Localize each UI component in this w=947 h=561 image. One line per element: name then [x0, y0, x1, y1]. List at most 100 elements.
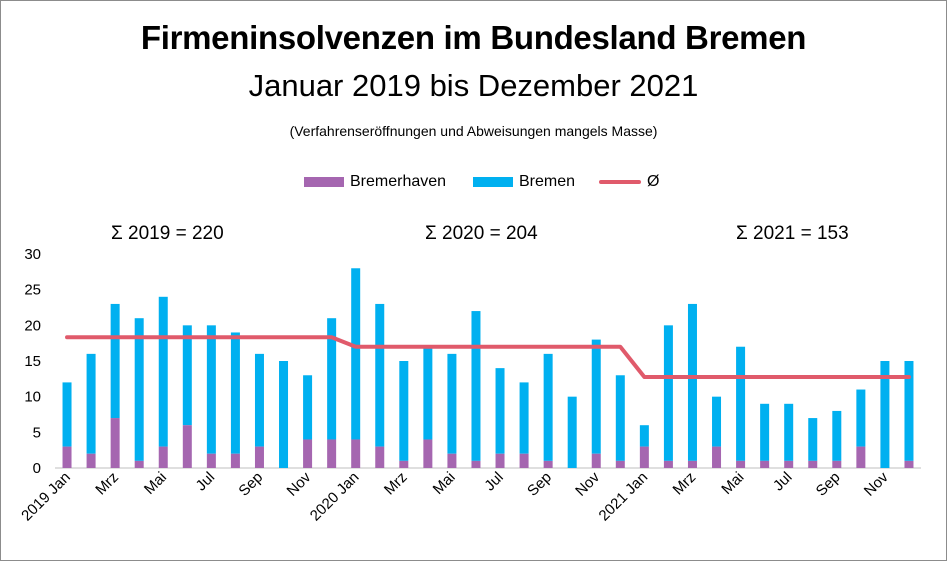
x-tick-label: Jul	[770, 469, 796, 495]
bar-bremerhaven	[351, 439, 361, 468]
bar-bremerhaven	[543, 460, 553, 468]
x-tick-label: Nov	[572, 468, 603, 499]
bar-bremen	[904, 361, 914, 461]
bar-bremen	[230, 332, 240, 454]
bar-bremen	[303, 375, 313, 440]
y-tick-label: 25	[24, 282, 41, 299]
annotation-sum-2019: Σ 2019 = 220	[111, 223, 224, 244]
legend-item-bremen: Bremen	[473, 171, 575, 193]
x-tick-label: 2021 Jan	[596, 469, 652, 525]
bar-bremerhaven	[86, 453, 96, 468]
bar-bremerhaven	[591, 453, 601, 468]
bar-bremerhaven	[230, 453, 240, 468]
y-tick-label: 0	[33, 460, 41, 477]
bar-bremerhaven	[904, 460, 914, 468]
bar-bremen	[375, 303, 385, 447]
legend-swatch-bremen	[473, 177, 513, 187]
bar-bremerhaven	[615, 460, 625, 468]
bar-bremen	[808, 418, 818, 461]
bar-bremen	[327, 318, 337, 440]
legend-swatch-bremerhaven	[304, 177, 344, 187]
bar-bremerhaven	[519, 453, 529, 468]
bar-bremen	[856, 389, 866, 447]
x-tick-label: Nov	[861, 468, 892, 499]
bar-bremen	[543, 353, 553, 461]
bar-bremen	[254, 353, 264, 447]
bar-bremen	[447, 353, 457, 454]
bar-bremerhaven	[471, 460, 481, 468]
bar-bremen	[110, 303, 120, 419]
legend-swatch-average	[599, 180, 641, 184]
x-tick-label: Sep	[813, 469, 844, 500]
bar-bremen	[832, 410, 842, 461]
bar-bremen	[736, 346, 746, 461]
x-tick-label: Mai	[141, 469, 170, 498]
x-tick-label: 2020 Jan	[307, 469, 363, 525]
bar-bremen	[639, 425, 649, 447]
bar-bremen	[519, 382, 529, 454]
bar-bremerhaven	[399, 460, 409, 468]
legend-item-average: Ø	[599, 171, 659, 193]
bar-bremen	[760, 403, 770, 461]
legend-item-bremerhaven: Bremerhaven	[304, 171, 446, 193]
bar-bremen	[495, 368, 505, 454]
bar-bremen	[615, 375, 625, 461]
legend-label-bremerhaven: Bremerhaven	[350, 173, 447, 190]
bar-bremerhaven	[808, 460, 818, 468]
bar-bremerhaven	[856, 446, 866, 468]
bar-bremen	[687, 303, 697, 461]
bar-bremen	[399, 361, 409, 461]
bar-bremerhaven	[206, 453, 216, 468]
bar-bremen	[663, 325, 673, 461]
bar-bremerhaven	[736, 460, 746, 468]
x-tick-label: 2019 Jan	[18, 469, 74, 525]
x-tick-label: Mai	[718, 469, 747, 498]
bar-bremerhaven	[110, 418, 120, 468]
bar-bremen	[86, 353, 96, 454]
annotation-sum-2020: Σ 2020 = 204	[425, 223, 538, 244]
bar-bremerhaven	[447, 453, 457, 468]
bar-bremen	[158, 296, 168, 447]
bar-bremen	[880, 361, 890, 468]
bar-bremerhaven	[639, 446, 649, 468]
bar-bremerhaven	[760, 460, 770, 468]
x-tick-label: Sep	[235, 469, 266, 500]
bar-bremerhaven	[832, 460, 842, 468]
bar-bremerhaven	[254, 446, 264, 468]
bar-bremen	[279, 361, 289, 468]
chart-note: (Verfahrenseröffnungen und Abweisungen m…	[289, 123, 658, 139]
bar-bremerhaven	[303, 439, 313, 468]
x-tick-label: Mrz	[670, 469, 700, 499]
average-line	[65, 335, 911, 380]
bar-bremerhaven	[423, 439, 433, 468]
bar-bremen	[206, 325, 216, 454]
annotation-sum-2021: Σ 2021 = 153	[736, 223, 849, 244]
bar-bremen	[134, 318, 144, 461]
x-tick-label: Sep	[524, 469, 555, 500]
bar-bremen	[784, 403, 794, 461]
legend: Bremerhaven Bremen Ø	[1, 171, 946, 193]
bar-bremen	[351, 268, 361, 440]
y-tick-label: 30	[24, 246, 41, 263]
y-tick-label: 15	[24, 353, 41, 370]
bar-bremerhaven	[495, 453, 505, 468]
bar-bremerhaven	[687, 460, 697, 468]
bar-bremen	[712, 396, 722, 447]
bar-bremen	[591, 339, 601, 454]
chart-subtitle: Januar 2019 bis Dezember 2021	[248, 68, 699, 103]
bar-bremen	[182, 325, 192, 426]
bar-bremerhaven	[784, 460, 794, 468]
bar-bremerhaven	[134, 460, 144, 468]
x-tick-label: Mrz	[381, 469, 411, 499]
x-tick-label: Nov	[284, 468, 315, 499]
x-tick-label: Mrz	[92, 469, 122, 499]
y-tick-label: 20	[24, 317, 41, 334]
y-tick-label: 5	[33, 424, 41, 441]
x-tick-label: Jul	[193, 469, 219, 495]
y-tick-label: 10	[24, 389, 41, 406]
bar-bremerhaven	[712, 446, 722, 468]
x-tick-label: Mai	[430, 469, 459, 498]
chart-title: Firmeninsolvenzen im Bundesland Bremen	[140, 19, 807, 56]
